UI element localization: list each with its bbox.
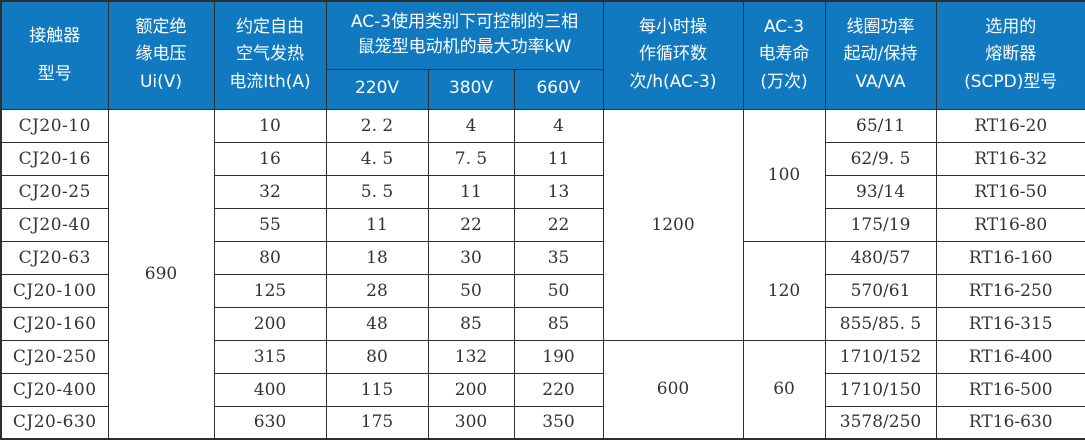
cell-ith: 32: [213, 174, 327, 209]
cell-model: CJ20-10: [0, 108, 109, 143]
cell-coil: 65/11: [824, 108, 937, 143]
cell-p380: 85: [427, 306, 515, 341]
cell-model: CJ20-400: [0, 372, 109, 407]
cell-cycles-merged-top: 1200: [602, 108, 744, 341]
table-row: CJ20-40 55 11 22 22 175/19 RT16-80: [0, 207, 1085, 242]
cell-p220: 115: [325, 372, 429, 407]
cell-p220: 48: [325, 306, 429, 341]
cell-fuse: RT16-630: [935, 405, 1085, 440]
cell-p380: 200: [427, 372, 515, 407]
header-insulation-voltage: 额定绝 缘电压 Ui(V): [107, 0, 215, 110]
cell-p660: 220: [513, 372, 604, 407]
header-220v: 220V: [325, 68, 429, 110]
table-header: 接触器 型号 额定绝 缘电压 Ui(V) 约定自由 空气发热 电流Ith(A) …: [0, 0, 1085, 110]
cell-p220: 175: [325, 405, 429, 440]
cell-life-merged-top: 100: [742, 108, 826, 242]
cell-p380: 30: [427, 240, 515, 275]
cell-ith: 400: [213, 372, 327, 407]
cell-p380: 22: [427, 207, 515, 242]
cell-p660: 50: [513, 273, 604, 308]
cell-ith: 80: [213, 240, 327, 275]
cell-p660: 4: [513, 108, 604, 143]
cell-p220: 11: [325, 207, 429, 242]
cell-life-merged-mid: 120: [742, 240, 826, 341]
cell-ith: 10: [213, 108, 327, 143]
header-thermal-current: 约定自由 空气发热 电流Ith(A): [213, 0, 327, 110]
cell-coil: 62/9. 5: [824, 141, 937, 176]
header-contactor-model: 接触器 型号: [0, 0, 109, 110]
table-row: CJ20-160 200 48 85 85 855/85. 5 RT16-315: [0, 306, 1085, 341]
cell-p380: 7. 5: [427, 141, 515, 176]
cell-life-merged-bottom: 60: [742, 339, 826, 440]
cell-fuse: RT16-315: [935, 306, 1085, 341]
cell-model: CJ20-40: [0, 207, 109, 242]
cell-p220: 5. 5: [325, 174, 429, 209]
cell-model: CJ20-160: [0, 306, 109, 341]
table-row: CJ20-25 32 5. 5 11 13 93/14 RT16-50: [0, 174, 1085, 209]
cell-p380: 11: [427, 174, 515, 209]
cell-p380: 300: [427, 405, 515, 440]
cell-model: CJ20-630: [0, 405, 109, 440]
cell-p220: 18: [325, 240, 429, 275]
cell-coil: 93/14: [824, 174, 937, 209]
header-660v: 660V: [513, 68, 604, 110]
cell-ith: 125: [213, 273, 327, 308]
cell-p380: 4: [427, 108, 515, 143]
cell-p660: 85: [513, 306, 604, 341]
cell-fuse: RT16-500: [935, 372, 1085, 407]
cell-p660: 350: [513, 405, 604, 440]
cell-model: CJ20-25: [0, 174, 109, 209]
cell-p660: 11: [513, 141, 604, 176]
cell-fuse: RT16-80: [935, 207, 1085, 242]
cell-p220: 28: [325, 273, 429, 308]
cell-coil: 1710/152: [824, 339, 937, 374]
cell-coil: 855/85. 5: [824, 306, 937, 341]
cell-model: CJ20-63: [0, 240, 109, 275]
cell-p660: 190: [513, 339, 604, 374]
cell-coil: 480/57: [824, 240, 937, 275]
header-coil-power: 线圈功率 起动/保持 VA/VA: [824, 0, 937, 110]
table-row: CJ20-16 16 4. 5 7. 5 11 62/9. 5 RT16-32: [0, 141, 1085, 176]
header-ac3-max-power: AC-3使用类别下可控制的三相 鼠笼型电动机的最大功率kW: [325, 0, 604, 70]
header-electrical-life: AC-3 电寿命 (万次): [742, 0, 826, 110]
cell-ith: 315: [213, 339, 327, 374]
table-row: CJ20-630 630 175 300 350 3578/250 RT16-6…: [0, 405, 1085, 440]
table-row: CJ20-10 690 10 2. 2 4 4 1200 100 65/11 R…: [0, 108, 1085, 440]
cell-cycles-merged-bottom: 600: [602, 339, 744, 440]
cell-p380: 50: [427, 273, 515, 308]
table-body: CJ20-10 690 10 2. 2 4 4 1200 100 65/11 R…: [0, 108, 1085, 440]
cell-ith: 16: [213, 141, 327, 176]
cell-coil: 570/61: [824, 273, 937, 308]
cell-model: CJ20-16: [0, 141, 109, 176]
cell-model: CJ20-250: [0, 339, 109, 374]
cell-fuse: RT16-400: [935, 339, 1085, 374]
cell-p220: 2. 2: [325, 108, 429, 143]
cell-p220: 80: [325, 339, 429, 374]
cell-model: CJ20-100: [0, 273, 109, 308]
cell-fuse: RT16-32: [935, 141, 1085, 176]
cell-ui-merged: 690: [107, 108, 215, 440]
cell-p660: 35: [513, 240, 604, 275]
header-380v: 380V: [427, 68, 515, 110]
cell-ith: 55: [213, 207, 327, 242]
cell-p380: 132: [427, 339, 515, 374]
cell-coil: 1710/150: [824, 372, 937, 407]
cell-p660: 13: [513, 174, 604, 209]
header-cycles-per-hour: 每小时操 作循环数 次/h(AC-3): [602, 0, 744, 110]
cell-fuse: RT16-160: [935, 240, 1085, 275]
cell-fuse: RT16-250: [935, 273, 1085, 308]
cell-coil: 3578/250: [824, 405, 937, 440]
cell-fuse: RT16-50: [935, 174, 1085, 209]
cell-ith: 630: [213, 405, 327, 440]
cell-coil: 175/19: [824, 207, 937, 242]
cell-p220: 4. 5: [325, 141, 429, 176]
header-fuse-model: 选用的 熔断器 (SCPD)型号: [935, 0, 1085, 110]
cell-p660: 22: [513, 207, 604, 242]
cell-fuse: RT16-20: [935, 108, 1085, 143]
cell-ith: 200: [213, 306, 327, 341]
